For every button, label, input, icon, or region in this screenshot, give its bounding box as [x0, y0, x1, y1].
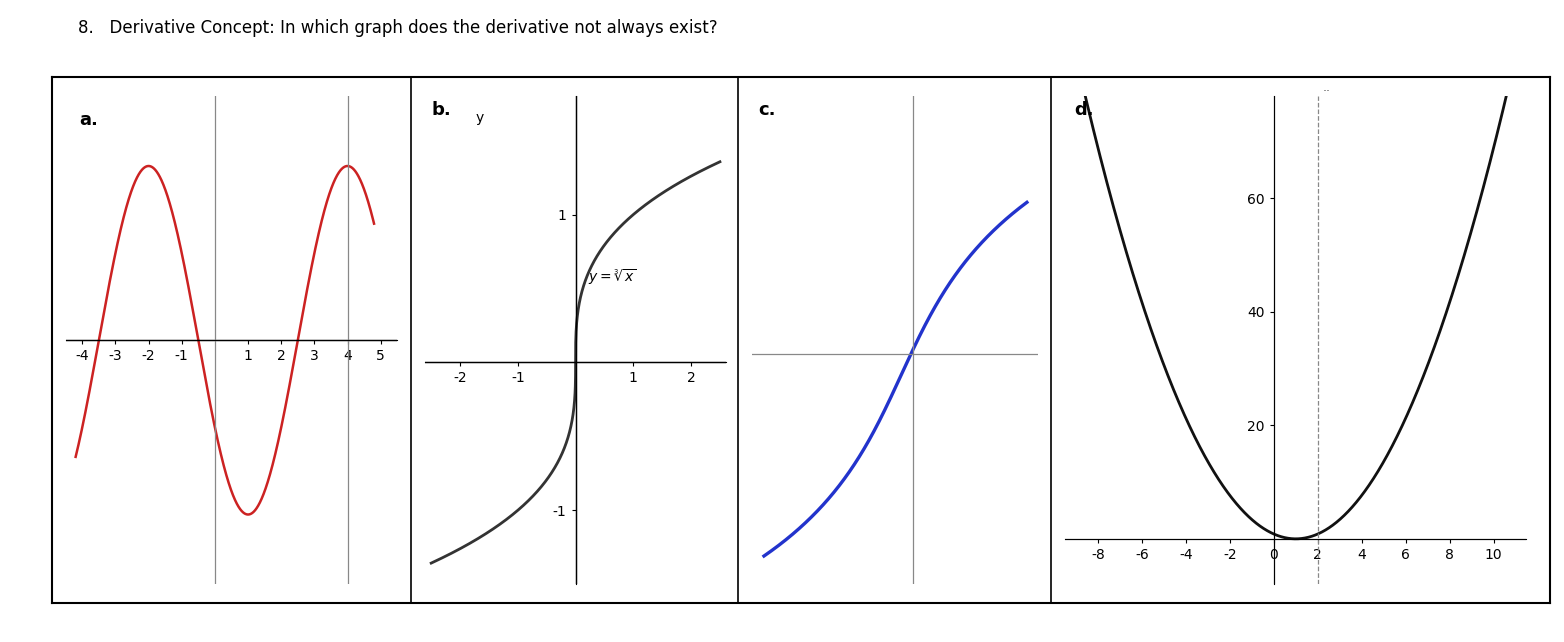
Text: b.: b. [432, 101, 450, 119]
Text: a.: a. [78, 111, 99, 129]
Text: y: y [475, 111, 483, 125]
Text: c.: c. [759, 101, 776, 119]
Text: ..: .. [1322, 82, 1331, 94]
Text: d.: d. [1074, 101, 1093, 119]
Text: $y=\sqrt[3]{x}$: $y=\sqrt[3]{x}$ [588, 267, 635, 287]
Text: 8.   Derivative Concept: In which graph does the derivative not always exist?: 8. Derivative Concept: In which graph do… [78, 19, 718, 37]
